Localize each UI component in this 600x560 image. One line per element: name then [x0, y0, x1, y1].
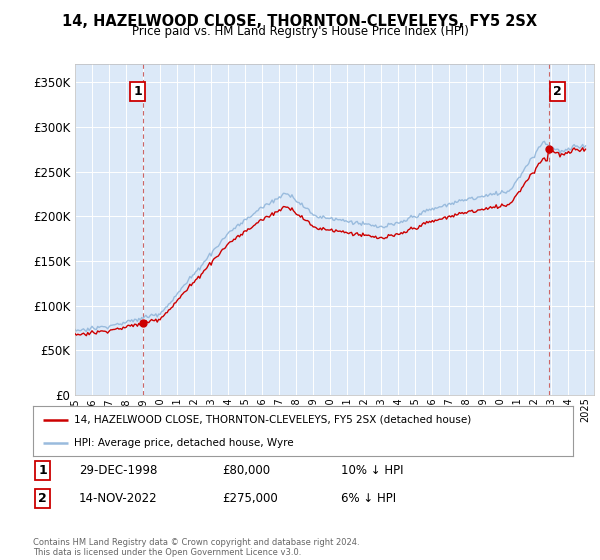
- Text: Price paid vs. HM Land Registry's House Price Index (HPI): Price paid vs. HM Land Registry's House …: [131, 25, 469, 38]
- Text: 2: 2: [38, 492, 47, 505]
- Text: HPI: Average price, detached house, Wyre: HPI: Average price, detached house, Wyre: [74, 438, 293, 448]
- Text: 14-NOV-2022: 14-NOV-2022: [79, 492, 158, 505]
- Text: 14, HAZELWOOD CLOSE, THORNTON-CLEVELEYS, FY5 2SX: 14, HAZELWOOD CLOSE, THORNTON-CLEVELEYS,…: [62, 14, 538, 29]
- Text: 6% ↓ HPI: 6% ↓ HPI: [341, 492, 396, 505]
- Text: 29-DEC-1998: 29-DEC-1998: [79, 464, 157, 477]
- Text: 14, HAZELWOOD CLOSE, THORNTON-CLEVELEYS, FY5 2SX (detached house): 14, HAZELWOOD CLOSE, THORNTON-CLEVELEYS,…: [74, 414, 471, 424]
- Text: Contains HM Land Registry data © Crown copyright and database right 2024.
This d: Contains HM Land Registry data © Crown c…: [33, 538, 359, 557]
- Text: 2: 2: [553, 85, 562, 97]
- Text: £80,000: £80,000: [222, 464, 270, 477]
- Text: £275,000: £275,000: [222, 492, 278, 505]
- Text: 10% ↓ HPI: 10% ↓ HPI: [341, 464, 403, 477]
- Text: 1: 1: [133, 85, 142, 97]
- Text: 1: 1: [38, 464, 47, 477]
